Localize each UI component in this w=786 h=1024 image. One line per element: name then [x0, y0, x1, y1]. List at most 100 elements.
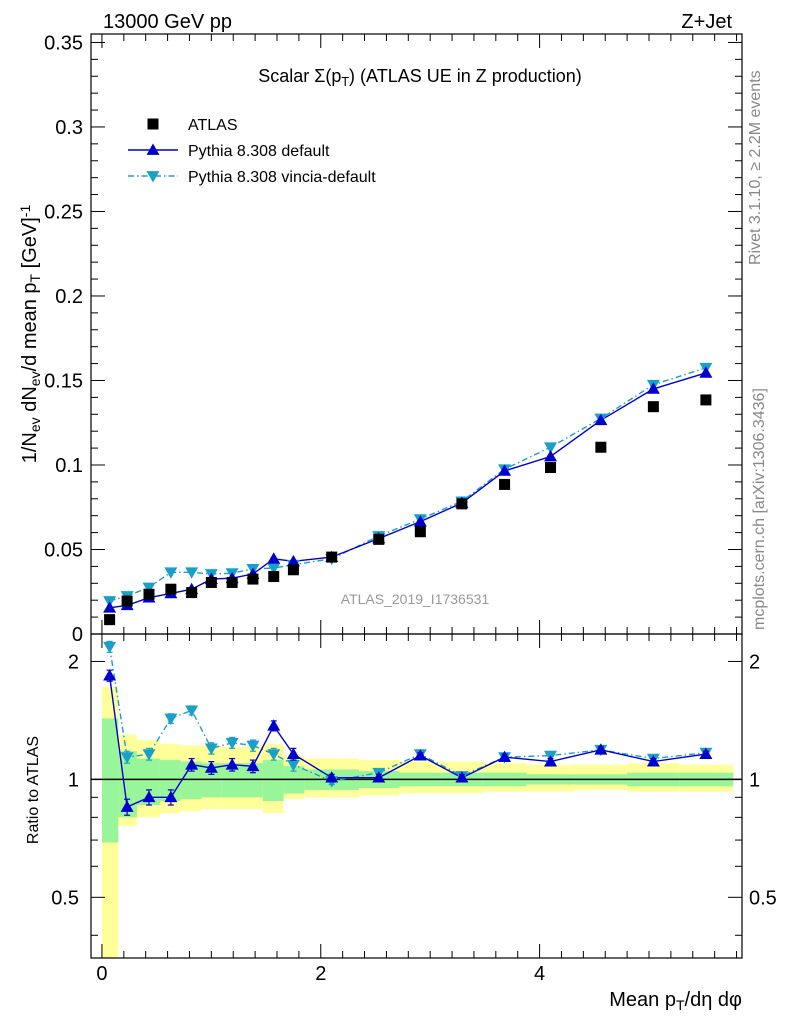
band-inner-bin-8 [262, 760, 284, 802]
main-ytick-label-4: 0.2 [55, 286, 83, 308]
ratio-point-default-11 [372, 771, 386, 783]
ratio-point-vincia-8 [267, 749, 281, 761]
point-default-12 [413, 515, 427, 527]
band-inner-bin-0 [101, 718, 119, 843]
band-inner-bin-1 [118, 751, 137, 818]
point-default-0 [103, 601, 117, 613]
ratio-point-default-5 [204, 761, 218, 773]
ratio-point-vincia-9 [286, 759, 300, 772]
ratio-point-vincia-2 [142, 749, 156, 761]
series-line-vincia [109, 367, 707, 602]
ratio-point-default-10 [325, 771, 339, 783]
ratio-xtick-label-2: 4 [534, 963, 545, 985]
ratio-point-default-17 [646, 755, 660, 767]
point-atlas-0 [104, 614, 116, 626]
band-inner-bin-7 [241, 763, 263, 798]
point-vincia-4 [185, 567, 199, 579]
header-collision-label: 13000 GeV pp [103, 11, 232, 33]
chart-title: Scalar Σ(pT) (ATLAS UE in Z production) [258, 66, 582, 89]
point-vincia-3 [164, 567, 178, 579]
point-atlas-4 [186, 587, 198, 599]
ratio-point-default-3 [164, 790, 178, 803]
main-ytick-label-5: 0.25 [44, 201, 83, 223]
point-atlas-17 [647, 401, 659, 413]
main-ytick-label-2: 0.1 [55, 455, 83, 477]
ratio-point-default-15 [544, 755, 558, 767]
ratio-point-default-0 [103, 669, 117, 681]
ratio-point-default-14 [498, 750, 512, 762]
rivet-version-label: Rivet 3.1.10, ≥ 2.2M events [747, 70, 764, 265]
point-default-15 [544, 450, 558, 462]
ratio-point-default-2 [142, 790, 156, 803]
point-atlas-14 [499, 478, 511, 490]
ratio-ytick-label-right-0: 0.5 [749, 887, 777, 909]
point-atlas-10 [326, 551, 338, 563]
analysis-watermark: ATLAS_2019_I1736531 [341, 591, 490, 607]
point-atlas-5 [205, 576, 217, 588]
ratio-ytick-label-right-1: 1 [749, 769, 760, 791]
ratio-ytick-label-left-2: 2 [68, 651, 79, 673]
ratio-point-default-9 [286, 747, 300, 759]
main-ytick-label-1: 0.05 [44, 539, 83, 561]
ratio-point-vincia-5 [204, 743, 218, 755]
ratio-point-vincia-6 [225, 737, 239, 750]
band-inner-bin-2 [136, 758, 160, 806]
ratio-point-default-7 [246, 759, 260, 772]
point-default-8 [267, 552, 281, 564]
point-default-9 [286, 554, 300, 567]
point-atlas-8 [268, 571, 280, 583]
main-ytick-label-0: 0 [72, 624, 83, 646]
point-vincia-2 [142, 582, 156, 595]
point-atlas-18 [700, 394, 712, 406]
ratio-point-vincia-3 [164, 713, 178, 726]
point-atlas-13 [456, 498, 468, 510]
ratio-point-default-18 [699, 747, 713, 759]
legend: ATLAS Pythia 8.308 default Pythia 8.308 vi… [128, 117, 376, 186]
main-ytick-label-7: 0.35 [44, 32, 83, 54]
ratio-ytick-label-left-0: 0.5 [51, 887, 79, 909]
point-atlas-15 [545, 462, 557, 474]
ratio-point-default-6 [225, 758, 239, 770]
legend-marker-default [146, 143, 160, 155]
point-atlas-7 [247, 573, 259, 585]
ratio-point-vincia-0 [103, 641, 117, 654]
point-atlas-16 [595, 441, 607, 453]
point-default-17 [646, 382, 660, 394]
point-vincia-8 [267, 563, 281, 575]
point-atlas-12 [414, 526, 426, 538]
ratio-point-default-1 [120, 800, 134, 812]
point-atlas-1 [121, 595, 133, 607]
ratio-point-vincia-1 [120, 752, 134, 764]
point-atlas-2 [143, 588, 155, 600]
point-atlas-3 [165, 583, 177, 595]
ratio-point-default-16 [594, 743, 608, 755]
point-atlas-6 [226, 576, 238, 588]
main-ytick-label-6: 0.3 [55, 117, 83, 139]
point-default-18 [699, 366, 713, 378]
main-panel: 0 0.05 0.1 0.15 0.2 0.25 0.3 0.35 1/Nev dNev/d m… [17, 32, 743, 646]
ratio-point-default-13 [455, 771, 469, 783]
ratio-xtick-label-1: 2 [315, 963, 326, 985]
ratio-ytick-label-left-1: 1 [68, 769, 79, 791]
point-atlas-9 [287, 564, 299, 576]
ratio-point-default-12 [413, 749, 427, 761]
ratio-panel: 0.5 0.5 1 1 2 2 0 2 4 Ratio to ATLAS Mean pT/dη dφ [25, 633, 777, 1013]
legend-marker-vincia [146, 171, 160, 183]
legend-marker-atlas [147, 118, 159, 130]
point-vincia-15 [544, 442, 558, 454]
ratio-point-vincia-7 [246, 740, 260, 753]
legend-label-0: ATLAS [188, 117, 238, 134]
ratio-point-default-4 [185, 758, 199, 770]
ratio-point-default-8 [267, 719, 281, 731]
main-y-axis-label: 1/Nev dNev/d mean pT [GeV]-1 [17, 205, 43, 464]
ratio-xtick-label-0: 0 [96, 963, 107, 985]
x-axis-label: Mean pT/dη dφ [609, 989, 742, 1013]
band-inner-bin-6 [221, 763, 242, 798]
point-default-16 [594, 413, 608, 426]
legend-label-2: Pythia 8.308 vincia-default [188, 169, 376, 186]
band-inner-bin-4 [180, 761, 202, 800]
main-ytick-label-3: 0.15 [44, 370, 83, 392]
ratio-ytick-label-right-2: 2 [749, 651, 760, 673]
point-default-14 [498, 464, 512, 476]
